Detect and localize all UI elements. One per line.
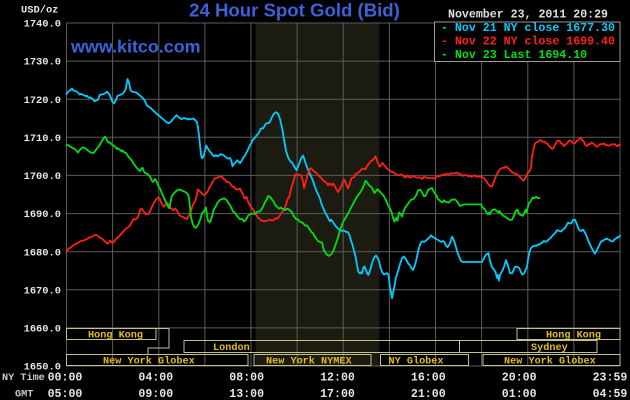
svg-text:1670.0: 1670.0: [24, 285, 61, 297]
svg-text:1700.0: 1700.0: [24, 171, 61, 183]
svg-text:USD/oz: USD/oz: [21, 5, 58, 17]
svg-text:20:00: 20:00: [502, 372, 537, 385]
svg-text:Hong Kong: Hong Kong: [546, 331, 601, 342]
svg-text:New York Globex: New York Globex: [504, 356, 596, 368]
svg-text:London: London: [213, 342, 250, 354]
svg-text:1690.0: 1690.0: [24, 209, 61, 221]
svg-text:08:00: 08:00: [229, 372, 264, 385]
svg-text:13:00: 13:00: [229, 388, 264, 400]
svg-text:1660.0: 1660.0: [24, 324, 61, 336]
svg-text:04:00: 04:00: [138, 372, 173, 385]
svg-text:05:00: 05:00: [48, 388, 83, 400]
svg-text:November 23, 2011 20:29: November 23, 2011 20:29: [448, 9, 608, 22]
svg-text:- Nov 23 Last 1694.10: - Nov 23 Last 1694.10: [441, 49, 587, 62]
svg-text:1730.0: 1730.0: [24, 57, 61, 69]
svg-text:23:59: 23:59: [593, 372, 628, 385]
svg-text:16:00: 16:00: [411, 372, 446, 385]
svg-text:00:00: 00:00: [48, 372, 83, 385]
svg-text:NY Time: NY Time: [2, 372, 45, 384]
svg-text:Sydney: Sydney: [531, 342, 568, 354]
svg-text:01:00: 01:00: [502, 388, 537, 400]
svg-text:1720.0: 1720.0: [24, 95, 61, 107]
svg-text:12:00: 12:00: [320, 372, 355, 385]
svg-text:1740.0: 1740.0: [24, 19, 61, 31]
svg-text:04:59: 04:59: [593, 388, 628, 400]
svg-text:NY Globex: NY Globex: [389, 356, 444, 368]
svg-text:- Nov 22 NY close 1699.40: - Nov 22 NY close 1699.40: [441, 36, 615, 49]
svg-text:New York Globex: New York Globex: [103, 356, 195, 368]
svg-text:1710.0: 1710.0: [24, 133, 61, 145]
svg-text:17:00: 17:00: [320, 388, 355, 400]
svg-text:21:00: 21:00: [411, 388, 446, 400]
svg-text:www.kitco.com: www.kitco.com: [70, 37, 201, 57]
svg-text:09:00: 09:00: [138, 388, 173, 400]
svg-text:1650.0: 1650.0: [24, 362, 61, 374]
svg-text:1680.0: 1680.0: [24, 247, 61, 259]
svg-text:- Nov 21 NY close 1677.30: - Nov 21 NY close 1677.30: [441, 22, 615, 35]
svg-text:GMT: GMT: [15, 390, 33, 400]
svg-text:New York NYMEX: New York NYMEX: [266, 356, 352, 368]
svg-text:Hong Kong: Hong Kong: [88, 331, 143, 342]
svg-text:24 Hour Spot Gold (Bid): 24 Hour Spot Gold (Bid): [189, 0, 400, 20]
